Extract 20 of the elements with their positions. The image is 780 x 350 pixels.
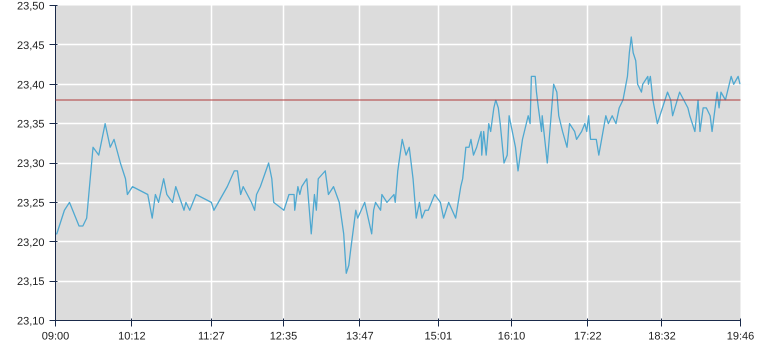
y-tick-label: 23,40 [16,79,45,92]
x-tick-label: 09:00 [42,330,70,342]
x-tick-label: 12:35 [270,330,298,342]
y-tick-label: 23,25 [16,197,45,210]
x-tick-label: 10:12 [118,330,146,342]
x-tick-label: 17:22 [574,330,602,342]
y-tick-label: 23,15 [16,276,45,288]
y-tick-label: 23,50 [16,0,45,12]
x-tick-label: 19:46 [726,330,754,342]
y-tick-label: 23,10 [16,316,45,328]
y-tick-label: 23,30 [16,158,45,170]
x-tick-label: 16:10 [498,330,526,342]
y-tick-label: 23,45 [16,40,45,52]
x-tick-label: 13:47 [346,330,374,342]
x-tick-label: 15:01 [424,330,452,342]
x-tick-label: 11:27 [198,330,225,342]
y-tick-label: 23,20 [16,236,45,249]
x-tick-label: 18:32 [648,330,676,342]
y-tick-label: 23,35 [16,118,45,131]
line-series [56,36,740,274]
